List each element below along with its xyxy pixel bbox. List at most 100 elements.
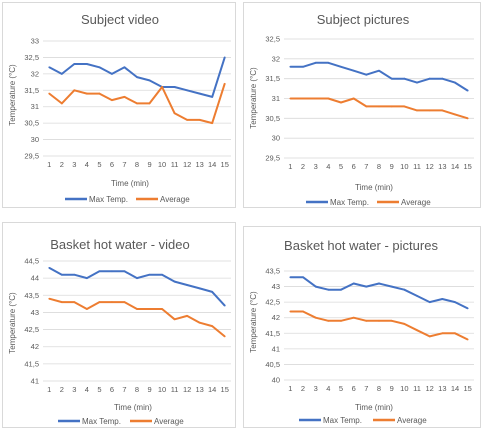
data-point-max-temp xyxy=(428,301,431,304)
y-tick-label: 31 xyxy=(31,102,39,111)
chart-panel-subject-pictures: Subject pictures 29,5 30 30,5 31 31,5 32 32,5 1… xyxy=(243,2,481,208)
y-tick-label: 43 xyxy=(272,282,280,291)
data-point-max-temp xyxy=(85,63,88,65)
x-tick-label: 3 xyxy=(314,162,318,171)
data-point-max-temp xyxy=(314,285,317,288)
data-point-max-temp xyxy=(186,284,189,286)
data-point-max-temp xyxy=(289,276,292,279)
legend-label-average: Average xyxy=(154,417,184,426)
x-tick-label: 15 xyxy=(221,160,229,169)
chart-svg-basket-video: Basket hot water - video 4141,54242,5434… xyxy=(8,237,231,426)
data-point-max-temp xyxy=(123,66,126,69)
data-point-average xyxy=(111,99,113,102)
x-tick-label: 10 xyxy=(400,162,408,171)
data-point-average xyxy=(186,118,189,121)
data-point-average xyxy=(161,308,163,310)
y-axis-label: Temperature (°C) xyxy=(249,67,258,129)
data-point-max-temp xyxy=(98,66,101,69)
data-point-average xyxy=(98,92,101,95)
data-point-average xyxy=(466,117,469,120)
x-tick-label: 13 xyxy=(195,160,203,169)
data-point-average xyxy=(352,316,355,319)
x-axis-label: Time (min) xyxy=(114,403,152,412)
data-point-average xyxy=(390,319,393,322)
chart-title: Basket hot water - video xyxy=(50,237,189,252)
data-point-max-temp xyxy=(302,276,304,279)
series-line-average xyxy=(290,310,469,341)
x-tick-label: 11 xyxy=(171,160,179,169)
y-tick-label: 44,5 xyxy=(24,257,39,266)
data-point-average xyxy=(441,332,444,335)
x-tick-label: 5 xyxy=(97,160,101,169)
x-tick-label: 3 xyxy=(72,160,76,169)
x-tick-label: 8 xyxy=(135,160,139,169)
y-tick-label: 32,5 xyxy=(24,53,39,62)
y-tick-label: 32 xyxy=(272,54,280,63)
data-point-average xyxy=(302,310,304,313)
data-point-max-temp xyxy=(85,277,88,280)
data-point-max-temp xyxy=(48,66,51,69)
data-point-average xyxy=(466,338,469,341)
legend-label-average: Average xyxy=(401,198,431,207)
data-point-max-temp xyxy=(428,77,431,80)
data-point-max-temp xyxy=(136,277,138,280)
y-tick-label: 40,5 xyxy=(265,360,280,369)
y-axis-label: Temperature (°C) xyxy=(8,292,17,354)
series-line-max-temp xyxy=(290,276,469,310)
x-tick-label: 7 xyxy=(122,160,126,169)
data-point-max-temp xyxy=(454,81,456,84)
legend-label-max-temp: Max Temp. xyxy=(323,416,362,425)
x-tick-label: 2 xyxy=(60,160,64,169)
data-point-max-temp xyxy=(378,282,380,285)
x-tick-label: 11 xyxy=(413,384,421,393)
x-tick-label: 10 xyxy=(158,385,166,394)
data-point-max-temp xyxy=(327,61,330,64)
y-tick-label: 30,5 xyxy=(265,114,280,123)
data-point-max-temp xyxy=(340,288,342,291)
data-point-max-temp xyxy=(352,69,355,72)
data-point-max-temp xyxy=(289,65,292,68)
y-axis-label: Temperature (°C) xyxy=(8,64,17,126)
y-tick-label: 31,5 xyxy=(265,74,280,83)
data-point-max-temp xyxy=(186,89,189,92)
chart-panel-basket-pictures: Basket hot water - pictures 40 40,5 41 41,5… xyxy=(243,226,481,428)
data-point-average xyxy=(327,97,330,100)
data-point-average xyxy=(60,102,63,105)
x-tick-label: 7 xyxy=(364,162,368,171)
data-point-max-temp xyxy=(198,92,201,95)
y-tick-label: 43,5 xyxy=(265,267,280,276)
data-point-max-temp xyxy=(198,287,201,290)
data-point-average xyxy=(48,297,51,300)
y-tick-label: 41,5 xyxy=(265,329,280,338)
chart-title: Subject video xyxy=(81,12,159,27)
y-tick-label: 43,5 xyxy=(24,291,39,300)
x-tick-label: 4 xyxy=(326,162,330,171)
data-point-average xyxy=(48,92,51,95)
x-tick-label: 13 xyxy=(438,384,446,393)
data-point-max-temp xyxy=(73,273,76,276)
data-point-max-temp xyxy=(123,270,126,273)
data-point-max-temp xyxy=(161,273,163,276)
data-point-average xyxy=(289,310,292,313)
data-point-max-temp xyxy=(340,65,342,68)
x-axis-label: Time (min) xyxy=(111,179,149,188)
x-tick-label: 6 xyxy=(110,385,114,394)
data-point-max-temp xyxy=(223,304,226,307)
data-point-average xyxy=(428,109,431,112)
x-tick-label: 7 xyxy=(122,385,126,394)
x-tick-label: 12 xyxy=(425,384,433,393)
x-tick-label: 5 xyxy=(339,162,343,171)
x-tick-label: 15 xyxy=(463,384,471,393)
x-tick-label: 3 xyxy=(72,385,76,394)
series-line-max-temp xyxy=(290,61,469,92)
data-point-average xyxy=(136,102,138,105)
data-point-average xyxy=(98,301,101,304)
data-point-average xyxy=(123,301,126,304)
y-tick-label: 41 xyxy=(31,377,39,386)
data-point-average xyxy=(211,122,214,125)
data-point-max-temp xyxy=(136,76,138,79)
x-tick-label: 11 xyxy=(413,162,421,171)
